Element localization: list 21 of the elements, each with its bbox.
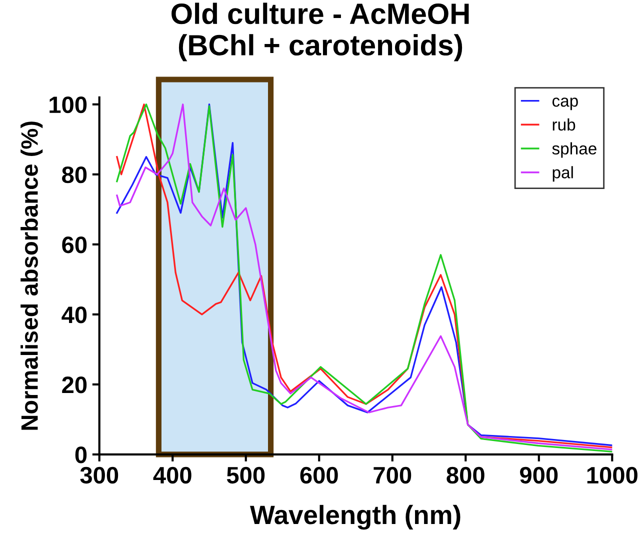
- y-tick-label: 20: [62, 376, 87, 394]
- y-tick-label: 40: [62, 306, 87, 324]
- x-tick-label: 800: [446, 466, 484, 484]
- x-tick-label: 400: [153, 466, 192, 484]
- legend-label: rub: [552, 118, 576, 131]
- y-tick-label: 100: [50, 96, 87, 114]
- y-tick-label: 60: [62, 236, 87, 254]
- x-tick-label: 600: [300, 466, 338, 484]
- legend-label: pal: [552, 166, 573, 182]
- x-axis-title: Wavelength (nm): [250, 504, 460, 530]
- y-tick-label: 0: [75, 446, 87, 464]
- x-tick-label: 500: [226, 466, 265, 484]
- chart-title: Old culture - AcMeOH (BChl + carotenoids): [172, 2, 469, 62]
- legend-label: cap: [552, 98, 578, 110]
- y-tick-label: 80: [62, 166, 87, 184]
- x-tick-label: 300: [80, 466, 118, 484]
- legend-label: sphae: [552, 142, 596, 158]
- y-axis-title: Normalised absorbance (%): [20, 122, 43, 430]
- x-tick-label: 1000: [587, 466, 638, 484]
- x-tick-label: 700: [374, 466, 412, 484]
- x-tick-label: 900: [520, 466, 558, 484]
